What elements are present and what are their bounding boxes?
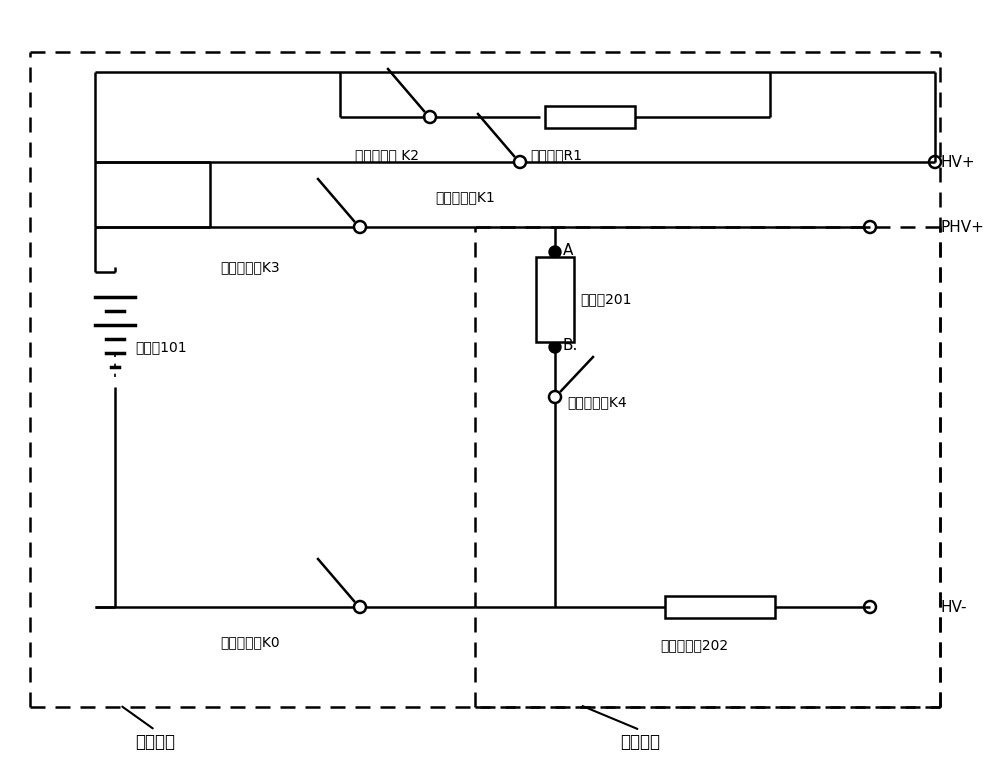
Circle shape — [549, 341, 561, 353]
Text: 充电继电器K3: 充电继电器K3 — [220, 260, 280, 274]
Text: HV-: HV- — [940, 600, 966, 614]
Text: B.: B. — [563, 338, 578, 353]
Bar — [665, 596, 775, 618]
Text: 加热膜201: 加热膜201 — [580, 293, 632, 306]
Text: 预充电组R1: 预充电组R1 — [530, 148, 582, 162]
Bar — [545, 106, 635, 128]
Text: 主负继电器K0: 主负继电器K0 — [220, 635, 280, 649]
Text: 加热电路: 加热电路 — [620, 733, 660, 751]
Text: PHV+: PHV+ — [940, 219, 984, 235]
Bar — [536, 257, 574, 342]
Text: 电池组101: 电池组101 — [135, 340, 187, 354]
Text: 加热继电器K4: 加热继电器K4 — [567, 395, 627, 409]
Text: 主正继电器K1: 主正继电器K1 — [435, 190, 495, 204]
Circle shape — [549, 246, 561, 258]
Text: 充电电路: 充电电路 — [135, 733, 175, 751]
Text: A: A — [563, 242, 573, 258]
Text: 电流传感器202: 电流传感器202 — [660, 638, 728, 652]
Text: HV+: HV+ — [940, 155, 975, 169]
Text: 预充继电器 K2: 预充继电器 K2 — [355, 148, 419, 162]
